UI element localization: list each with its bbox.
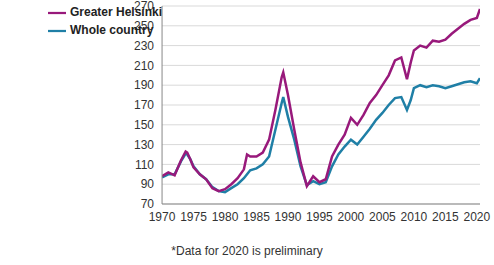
svg-text:190: 190: [134, 78, 154, 92]
svg-text:230: 230: [134, 39, 154, 53]
svg-text:2000: 2000: [338, 210, 365, 224]
svg-text:130: 130: [134, 138, 154, 152]
svg-text:2010: 2010: [401, 210, 428, 224]
svg-text:90: 90: [141, 177, 155, 191]
svg-text:2015: 2015: [432, 210, 459, 224]
svg-text:1980: 1980: [212, 210, 239, 224]
svg-text:210: 210: [134, 59, 154, 73]
svg-text:1985: 1985: [243, 210, 270, 224]
svg-text:2020: 2020: [464, 210, 486, 224]
svg-text:150: 150: [134, 118, 154, 132]
svg-text:70: 70: [141, 197, 155, 211]
svg-text:250: 250: [134, 19, 154, 33]
svg-text:1995: 1995: [306, 210, 333, 224]
svg-text:270: 270: [134, 0, 154, 13]
svg-text:1970: 1970: [149, 210, 176, 224]
svg-text:2005: 2005: [369, 210, 396, 224]
svg-text:1990: 1990: [275, 210, 302, 224]
svg-text:1975: 1975: [180, 210, 207, 224]
svg-text:170: 170: [134, 98, 154, 112]
svg-text:110: 110: [135, 158, 154, 172]
